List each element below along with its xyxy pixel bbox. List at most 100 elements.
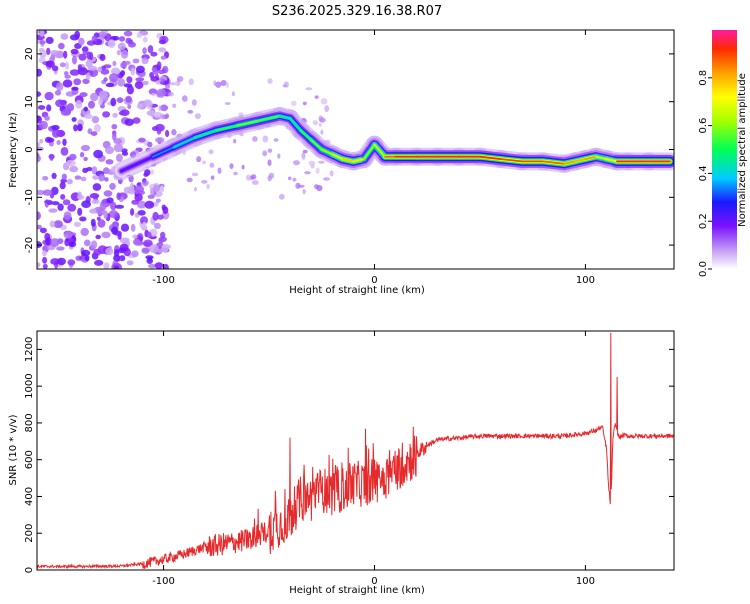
noise-blob	[91, 35, 98, 42]
noise-blob	[116, 192, 121, 200]
noise-blob	[130, 208, 135, 216]
noise-blob	[51, 124, 60, 131]
noise-blob	[50, 238, 60, 247]
noise-blob	[42, 189, 53, 196]
noise-blob	[66, 159, 76, 167]
noise-blob	[151, 92, 156, 97]
noise-blob	[320, 98, 328, 105]
noise-blob	[141, 247, 150, 254]
noise-blob	[60, 33, 69, 40]
colorbar-tick-label: 0.0	[698, 261, 709, 277]
noise-blob	[246, 174, 251, 181]
noise-blob	[119, 243, 129, 251]
noise-blob	[69, 165, 79, 173]
noise-blob	[72, 55, 77, 65]
x-tick-label: 100	[576, 576, 595, 587]
noise-blob	[90, 131, 98, 137]
noise-blob	[217, 167, 222, 174]
noise-blob	[167, 92, 174, 97]
noise-blob	[93, 149, 103, 159]
noise-blob	[174, 81, 181, 87]
noise-blob	[312, 120, 319, 126]
snr-background	[37, 331, 674, 570]
noise-blob	[42, 263, 48, 269]
noise-blob	[58, 42, 65, 50]
noise-blob	[156, 88, 167, 97]
noise-blob	[118, 111, 127, 116]
noise-blob	[107, 39, 116, 48]
noise-blob	[62, 199, 71, 206]
noise-blob	[95, 234, 101, 240]
noise-blob	[45, 237, 52, 246]
noise-blob	[45, 36, 54, 45]
noise-blob	[291, 100, 297, 107]
noise-blob	[220, 80, 227, 86]
noise-blob	[267, 159, 272, 166]
noise-blob	[47, 137, 55, 143]
noise-blob	[123, 30, 133, 37]
noise-blob	[147, 45, 154, 54]
ridge-segment	[500, 158, 523, 163]
noise-blob	[118, 36, 126, 42]
ridge-segment	[362, 143, 376, 161]
noise-blob	[81, 200, 91, 208]
noise-blob	[92, 183, 102, 191]
noise-blob	[165, 113, 170, 118]
noise-blob	[149, 72, 155, 79]
noise-blob	[160, 55, 167, 60]
noise-blob	[134, 185, 145, 194]
noise-blob	[293, 160, 300, 166]
noise-blob	[113, 143, 124, 153]
noise-blob	[171, 129, 177, 136]
noise-blob	[105, 247, 114, 256]
noise-blob	[80, 176, 87, 182]
ridge-segment	[299, 129, 313, 141]
noise-blob	[104, 177, 109, 182]
noise-blob	[79, 216, 87, 222]
ridge-segment	[563, 160, 576, 165]
noise-blob	[67, 259, 76, 266]
noise-blob	[202, 160, 207, 165]
noise-blob	[130, 223, 136, 232]
noise-blob	[308, 160, 316, 166]
noise-blob	[116, 153, 123, 162]
noise-blob	[251, 180, 259, 185]
noise-blob	[120, 223, 130, 232]
noise-blob	[56, 246, 65, 251]
noise-blob	[158, 39, 166, 45]
noise-blob	[268, 172, 275, 179]
noise-blob	[143, 172, 149, 177]
y-tick-label: -10	[24, 189, 35, 205]
noise-blob	[127, 104, 132, 109]
noise-blob	[224, 102, 231, 105]
noise-blob	[86, 51, 92, 60]
noise-blob	[134, 193, 143, 202]
noise-blob	[102, 111, 111, 118]
noise-blob	[111, 226, 118, 235]
noise-blob	[39, 227, 47, 234]
noise-blob	[64, 61, 69, 70]
noise-blob	[37, 146, 44, 151]
noise-blob	[81, 144, 90, 152]
y-tick-label: 200	[24, 524, 35, 543]
noise-blob	[56, 82, 64, 91]
ridge-segment	[173, 136, 197, 149]
noise-blob	[45, 60, 55, 68]
noise-blob	[120, 49, 129, 59]
noise-blob	[233, 171, 238, 176]
noise-blob	[81, 249, 91, 256]
snr-plot-area	[37, 331, 674, 570]
x-tick-label: 0	[371, 275, 377, 286]
noise-blob	[69, 153, 77, 161]
noise-blob	[156, 127, 162, 135]
noise-blob	[123, 186, 133, 194]
noise-blob	[267, 78, 273, 84]
noise-blob	[130, 182, 134, 192]
noise-blob	[132, 238, 141, 245]
y-tick-label: 400	[24, 487, 35, 506]
noise-blob	[116, 97, 124, 103]
snr-xlabel: Height of straight line (km)	[289, 585, 425, 596]
noise-blob	[37, 142, 41, 147]
